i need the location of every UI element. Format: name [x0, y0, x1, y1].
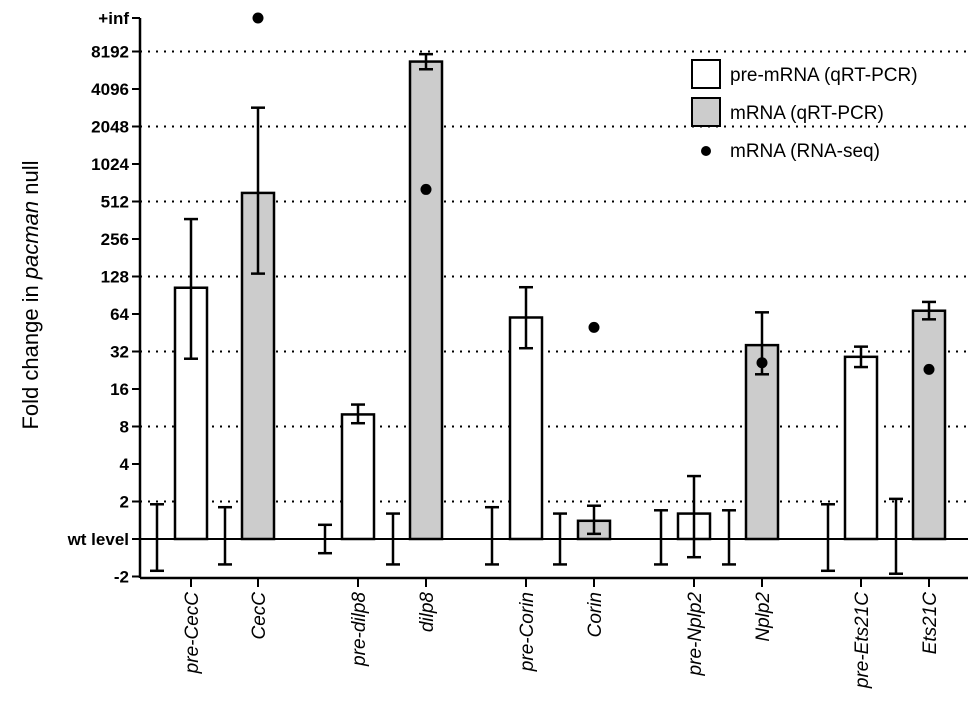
error-bars	[150, 52, 936, 575]
y-tick-label: 128	[101, 268, 129, 287]
y-tick-label: +inf	[98, 9, 129, 28]
x-category-label: pre-Ets21C	[852, 592, 873, 689]
bar-mrna	[744, 343, 780, 541]
rnaseq-dot	[252, 12, 264, 24]
y-tick-label: 8192	[91, 43, 129, 62]
rnaseq-dot	[923, 363, 935, 375]
x-category-label: pre-CecC	[182, 592, 203, 675]
y-tick-label: 64	[110, 305, 129, 324]
bar-mrna	[911, 309, 947, 541]
x-category-label: Ets21C	[920, 592, 941, 655]
x-category-label: pre-Nplp2	[685, 592, 706, 677]
y-tick-label: 2048	[91, 118, 129, 137]
y-tick-label: 8	[120, 418, 129, 437]
bar-pre	[340, 413, 376, 541]
rnaseq-dot	[756, 357, 768, 369]
legend-label-pre-mrna: pre-mRNA (qRT-PCR)	[730, 65, 918, 86]
x-category-label: Nplp2	[753, 592, 774, 642]
legend-label-mrna: mRNA (qRT-PCR)	[730, 103, 884, 124]
bar-pre	[843, 355, 879, 541]
y-tick-label: 4096	[91, 80, 129, 99]
y-tick-labels: +inf 8192 4096 2048 1024 512 256 128 64 32 16 8 4 2 wt…	[67, 9, 140, 587]
x-category-label: pre-Corin	[517, 592, 538, 672]
legend: pre-mRNA (qRT-PCR) mRNA (qRT-PCR) mRNA (…	[691, 59, 918, 162]
y-tick-label: 2	[120, 493, 129, 512]
rnaseq-dot	[420, 183, 432, 195]
legend-swatch-pre-mrna	[691, 59, 721, 89]
legend-marker-rnaseq	[701, 146, 711, 156]
y-tick-label: 1024	[91, 155, 129, 174]
y-tick-label: 512	[101, 193, 129, 212]
y-tick-label: -2	[114, 568, 129, 587]
y-tick-label: 256	[101, 230, 129, 249]
x-category-label: CecC	[249, 592, 270, 640]
y-tick-label: 4	[120, 455, 130, 474]
y-tick-label: wt level	[67, 530, 129, 549]
legend-label-rnaseq: mRNA (RNA-seq)	[730, 141, 880, 162]
rnaseq-dots	[252, 12, 935, 375]
axes	[138, 18, 968, 580]
x-category-label: Corin	[585, 592, 606, 637]
x-category-label: dilp8	[417, 592, 438, 633]
gridlines	[140, 50, 968, 503]
legend-swatch-mrna	[691, 97, 721, 127]
y-tick-label: 32	[110, 343, 129, 362]
y-tick-label: 16	[110, 380, 129, 399]
bars	[173, 60, 947, 541]
rnaseq-dot	[588, 321, 600, 333]
x-category-label: pre-dilp8	[349, 592, 370, 667]
y-axis-title: Fold change in pacman null	[18, 160, 43, 429]
x-category-labels: pre-CecC CecC pre-dilp8 dilp8 pre-Corin Corin…	[182, 578, 941, 689]
bar-pre	[508, 316, 544, 541]
bar-mrna	[408, 60, 444, 541]
